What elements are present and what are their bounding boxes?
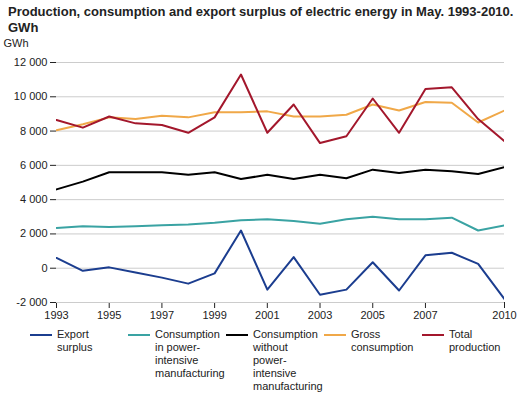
html-text:Production, consumption and ex: Production, consumption and export surpl… xyxy=(8,4,514,35)
svg-text:4 000: 4 000 xyxy=(20,193,48,205)
svg-text:6 000: 6 000 xyxy=(20,159,48,171)
svg-text:1997: 1997 xyxy=(150,309,174,321)
html-text:Gross consumption: Gross consumption xyxy=(351,328,414,353)
svg-text:8 000: 8 000 xyxy=(20,125,48,137)
svg-text:2010: 2010 xyxy=(492,309,516,321)
html-text:Consumption without power-inte: Consumption without power-intensive manu… xyxy=(253,328,323,392)
svg-text:2 000: 2 000 xyxy=(20,227,48,239)
svg-text:2001: 2001 xyxy=(255,309,279,321)
svg-text:10 000: 10 000 xyxy=(14,90,48,102)
svg-text:12 000: 12 000 xyxy=(14,56,48,68)
svg-text:GWh: GWh xyxy=(4,37,29,49)
svg-text:-2 000: -2 000 xyxy=(16,296,47,308)
svg-text:2007: 2007 xyxy=(413,309,437,321)
html-text:Total production: Total production xyxy=(449,328,501,353)
svg-text:2003: 2003 xyxy=(308,309,332,321)
svg-text:1993: 1993 xyxy=(44,309,68,321)
svg-text:1995: 1995 xyxy=(97,309,121,321)
html-text:Export surplus: Export surplus xyxy=(57,328,93,353)
html-text:Consumption in power-intensive: Consumption in power-intensive manufactu… xyxy=(155,328,225,379)
svg-text:2005: 2005 xyxy=(360,309,384,321)
svg-text:0: 0 xyxy=(41,262,47,274)
svg-text:1999: 1999 xyxy=(202,309,226,321)
